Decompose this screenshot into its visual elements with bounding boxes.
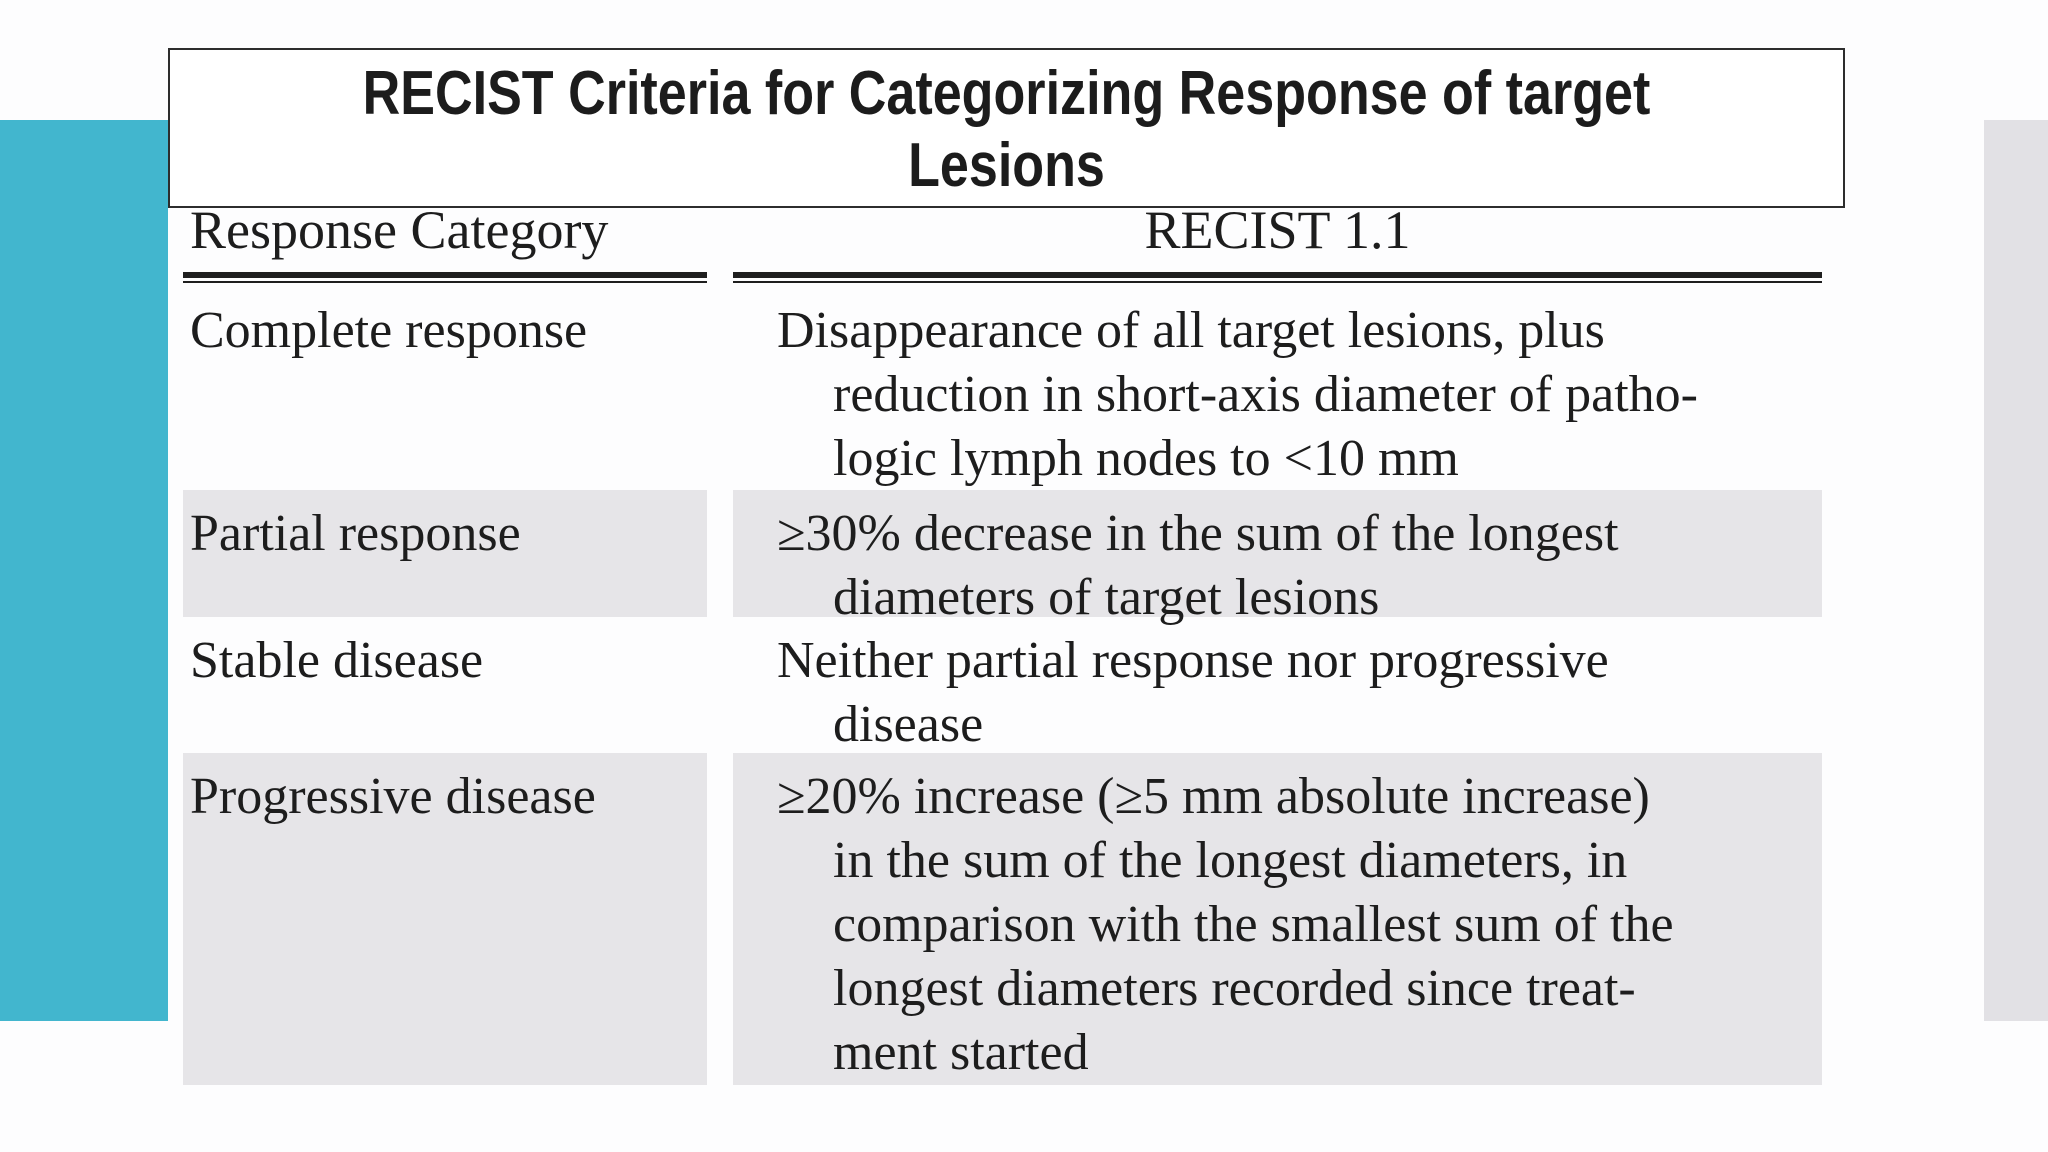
- table-row-partial-response: Partial response ≥30% decrease in the su…: [0, 490, 2048, 626]
- slide-title-box: RECIST Criteria for Categorizing Respons…: [168, 48, 1845, 208]
- row-detail: Neither partial response nor progressive…: [733, 617, 1822, 753]
- row-detail-line: longest diameters recorded since treat-: [833, 960, 1636, 1017]
- table-row-complete-response: Complete response Disappearance of all t…: [0, 283, 2048, 490]
- row-detail-line: comparison with the smallest sum of the: [833, 896, 1674, 953]
- row-detail-line: ment started: [833, 1024, 1089, 1081]
- slide-title-line-1: RECIST Criteria for Categorizing Respons…: [362, 59, 1651, 128]
- row-detail-line: Neither partial response nor progressive: [777, 632, 1609, 689]
- row-detail-line: ≥20% increase (≥5 mm absolute increase): [777, 768, 1650, 825]
- row-detail-line: in the sum of the longest diameters, in: [833, 832, 1628, 889]
- row-detail-line: Disappearance of all target lesions, plu…: [777, 302, 1605, 359]
- row-category: Partial response: [183, 490, 707, 617]
- row-detail-line: logic lymph nodes to <10 mm: [833, 430, 1459, 487]
- row-category: Complete response: [190, 302, 588, 359]
- column-header-recist-1-1: RECIST 1.1: [1144, 200, 1411, 260]
- left-accent-bar: [0, 120, 168, 1021]
- row-detail-line: reduction in short-axis diameter of path…: [833, 366, 1698, 423]
- row-detail-line: diameters of target lesions: [833, 569, 1380, 626]
- slide-title-line-2: Lesions: [908, 131, 1105, 200]
- table-row-progressive-disease: Progressive disease ≥20% increase (≥5 mm…: [0, 753, 2048, 1085]
- row-detail-line: disease: [833, 696, 984, 753]
- header-rule-col1: [183, 272, 707, 283]
- row-detail: ≥30% decrease in the sum of the longest …: [733, 490, 1822, 626]
- table-row-stable-disease: Stable disease Neither partial response …: [0, 617, 2048, 753]
- column-header-response-category: Response Category: [190, 200, 609, 260]
- row-category: Progressive disease: [183, 753, 707, 1085]
- row-detail: ≥20% increase (≥5 mm absolute increase) …: [733, 753, 1822, 1085]
- row-detail: Disappearance of all target lesions, plu…: [733, 283, 1822, 490]
- header-rule-col2: [733, 272, 1822, 283]
- row-category: Stable disease: [190, 632, 484, 689]
- row-detail-line: ≥30% decrease in the sum of the longest: [777, 505, 1619, 562]
- right-accent-bar: [1984, 120, 2048, 1021]
